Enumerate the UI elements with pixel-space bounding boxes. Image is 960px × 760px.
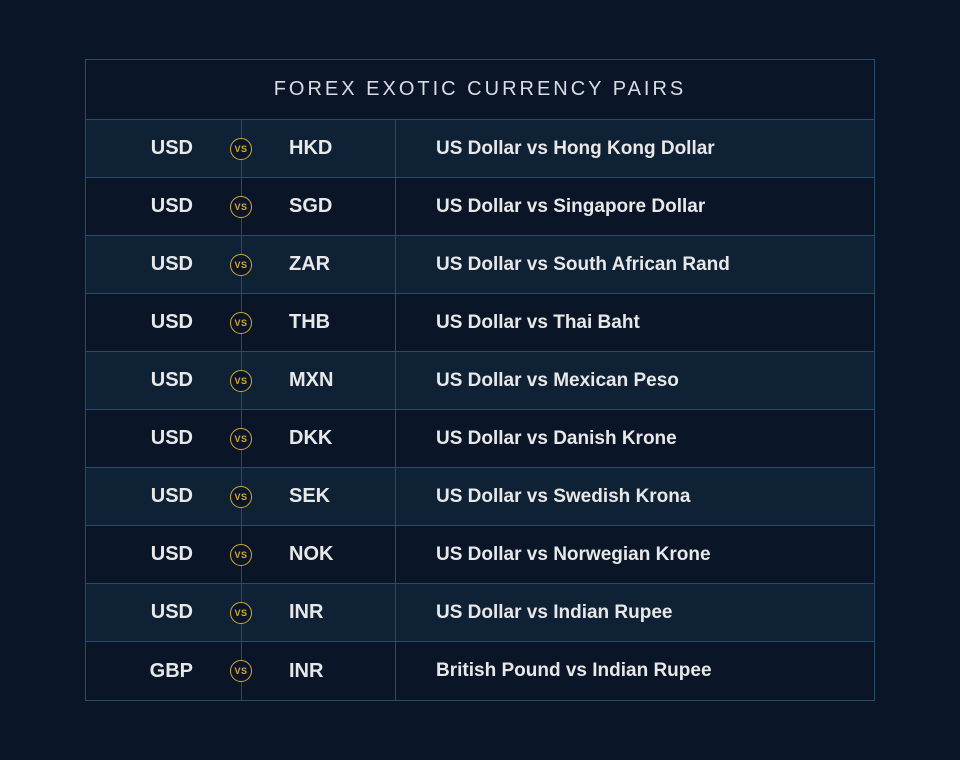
vs-badge-icon: VS <box>230 428 252 450</box>
base-currency-code: USD <box>86 294 211 351</box>
quote-currency-code: NOK <box>271 526 396 583</box>
vs-cell: VS <box>211 410 271 467</box>
quote-currency-code: MXN <box>271 352 396 409</box>
table-row: USD VS MXNUS Dollar vs Mexican Peso <box>86 352 874 410</box>
vs-badge-icon: VS <box>230 312 252 334</box>
vs-cell: VS <box>211 236 271 293</box>
quote-currency-code: SGD <box>271 178 396 235</box>
table-row: USD VS SEKUS Dollar vs Swedish Krona <box>86 468 874 526</box>
quote-currency-code: HKD <box>271 120 396 177</box>
pair-description: US Dollar vs Danish Krone <box>396 410 874 467</box>
vs-badge-icon: VS <box>230 660 252 682</box>
vs-badge-icon: VS <box>230 138 252 160</box>
quote-currency-code: ZAR <box>271 236 396 293</box>
base-currency-code: USD <box>86 410 211 467</box>
vs-badge-icon: VS <box>230 602 252 624</box>
base-currency-code: USD <box>86 468 211 525</box>
base-currency-code: USD <box>86 352 211 409</box>
base-currency-code: USD <box>86 120 211 177</box>
base-currency-code: USD <box>86 178 211 235</box>
base-currency-code: USD <box>86 526 211 583</box>
table-row: USD VS ZARUS Dollar vs South African Rand <box>86 236 874 294</box>
vs-cell: VS <box>211 642 271 700</box>
vs-badge-icon: VS <box>230 254 252 276</box>
table-row: USD VS HKDUS Dollar vs Hong Kong Dollar <box>86 120 874 178</box>
quote-currency-code: SEK <box>271 468 396 525</box>
table-body: USDVSHKDUS Dollar vs Hong Kong DollarUSD… <box>86 120 874 700</box>
base-currency-code: USD <box>86 236 211 293</box>
vs-badge-icon: VS <box>230 196 252 218</box>
base-currency-code: GBP <box>86 642 211 700</box>
pair-description: US Dollar vs Indian Rupee <box>396 584 874 641</box>
table-row: GBP VS INRBritish Pound vs Indian Rupee <box>86 642 874 700</box>
table-row: USD VS DKKUS Dollar vs Danish Krone <box>86 410 874 468</box>
vs-cell: VS <box>211 468 271 525</box>
vs-badge-icon: VS <box>230 370 252 392</box>
vs-cell: VS <box>211 120 271 177</box>
vs-badge-icon: VS <box>230 544 252 566</box>
vs-cell: VS <box>211 526 271 583</box>
pair-description: US Dollar vs Thai Baht <box>396 294 874 351</box>
vs-cell: VS <box>211 584 271 641</box>
table-row: USD VS INRUS Dollar vs Indian Rupee <box>86 584 874 642</box>
base-currency-code: USD <box>86 584 211 641</box>
vs-cell: VS <box>211 294 271 351</box>
pair-description: US Dollar vs Singapore Dollar <box>396 178 874 235</box>
table-row: USD VS THBUS Dollar vs Thai Baht <box>86 294 874 352</box>
quote-currency-code: THB <box>271 294 396 351</box>
pair-description: US Dollar vs Swedish Krona <box>396 468 874 525</box>
vs-badge-icon: VS <box>230 486 252 508</box>
pair-description: US Dollar vs South African Rand <box>396 236 874 293</box>
table-title: FOREX EXOTIC CURRENCY PAIRS <box>86 60 874 120</box>
pair-description: British Pound vs Indian Rupee <box>396 642 874 700</box>
quote-currency-code: INR <box>271 642 396 700</box>
table-row: USD VS NOKUS Dollar vs Norwegian Krone <box>86 526 874 584</box>
table-row: USD VS SGDUS Dollar vs Singapore Dollar <box>86 178 874 236</box>
quote-currency-code: INR <box>271 584 396 641</box>
quote-currency-code: DKK <box>271 410 396 467</box>
vs-cell: VS <box>211 352 271 409</box>
pair-description: US Dollar vs Mexican Peso <box>396 352 874 409</box>
pair-description: US Dollar vs Norwegian Krone <box>396 526 874 583</box>
vs-cell: VS <box>211 178 271 235</box>
pair-description: US Dollar vs Hong Kong Dollar <box>396 120 874 177</box>
currency-pairs-table: FOREX EXOTIC CURRENCY PAIRS USDVSHKDUS D… <box>85 59 875 701</box>
